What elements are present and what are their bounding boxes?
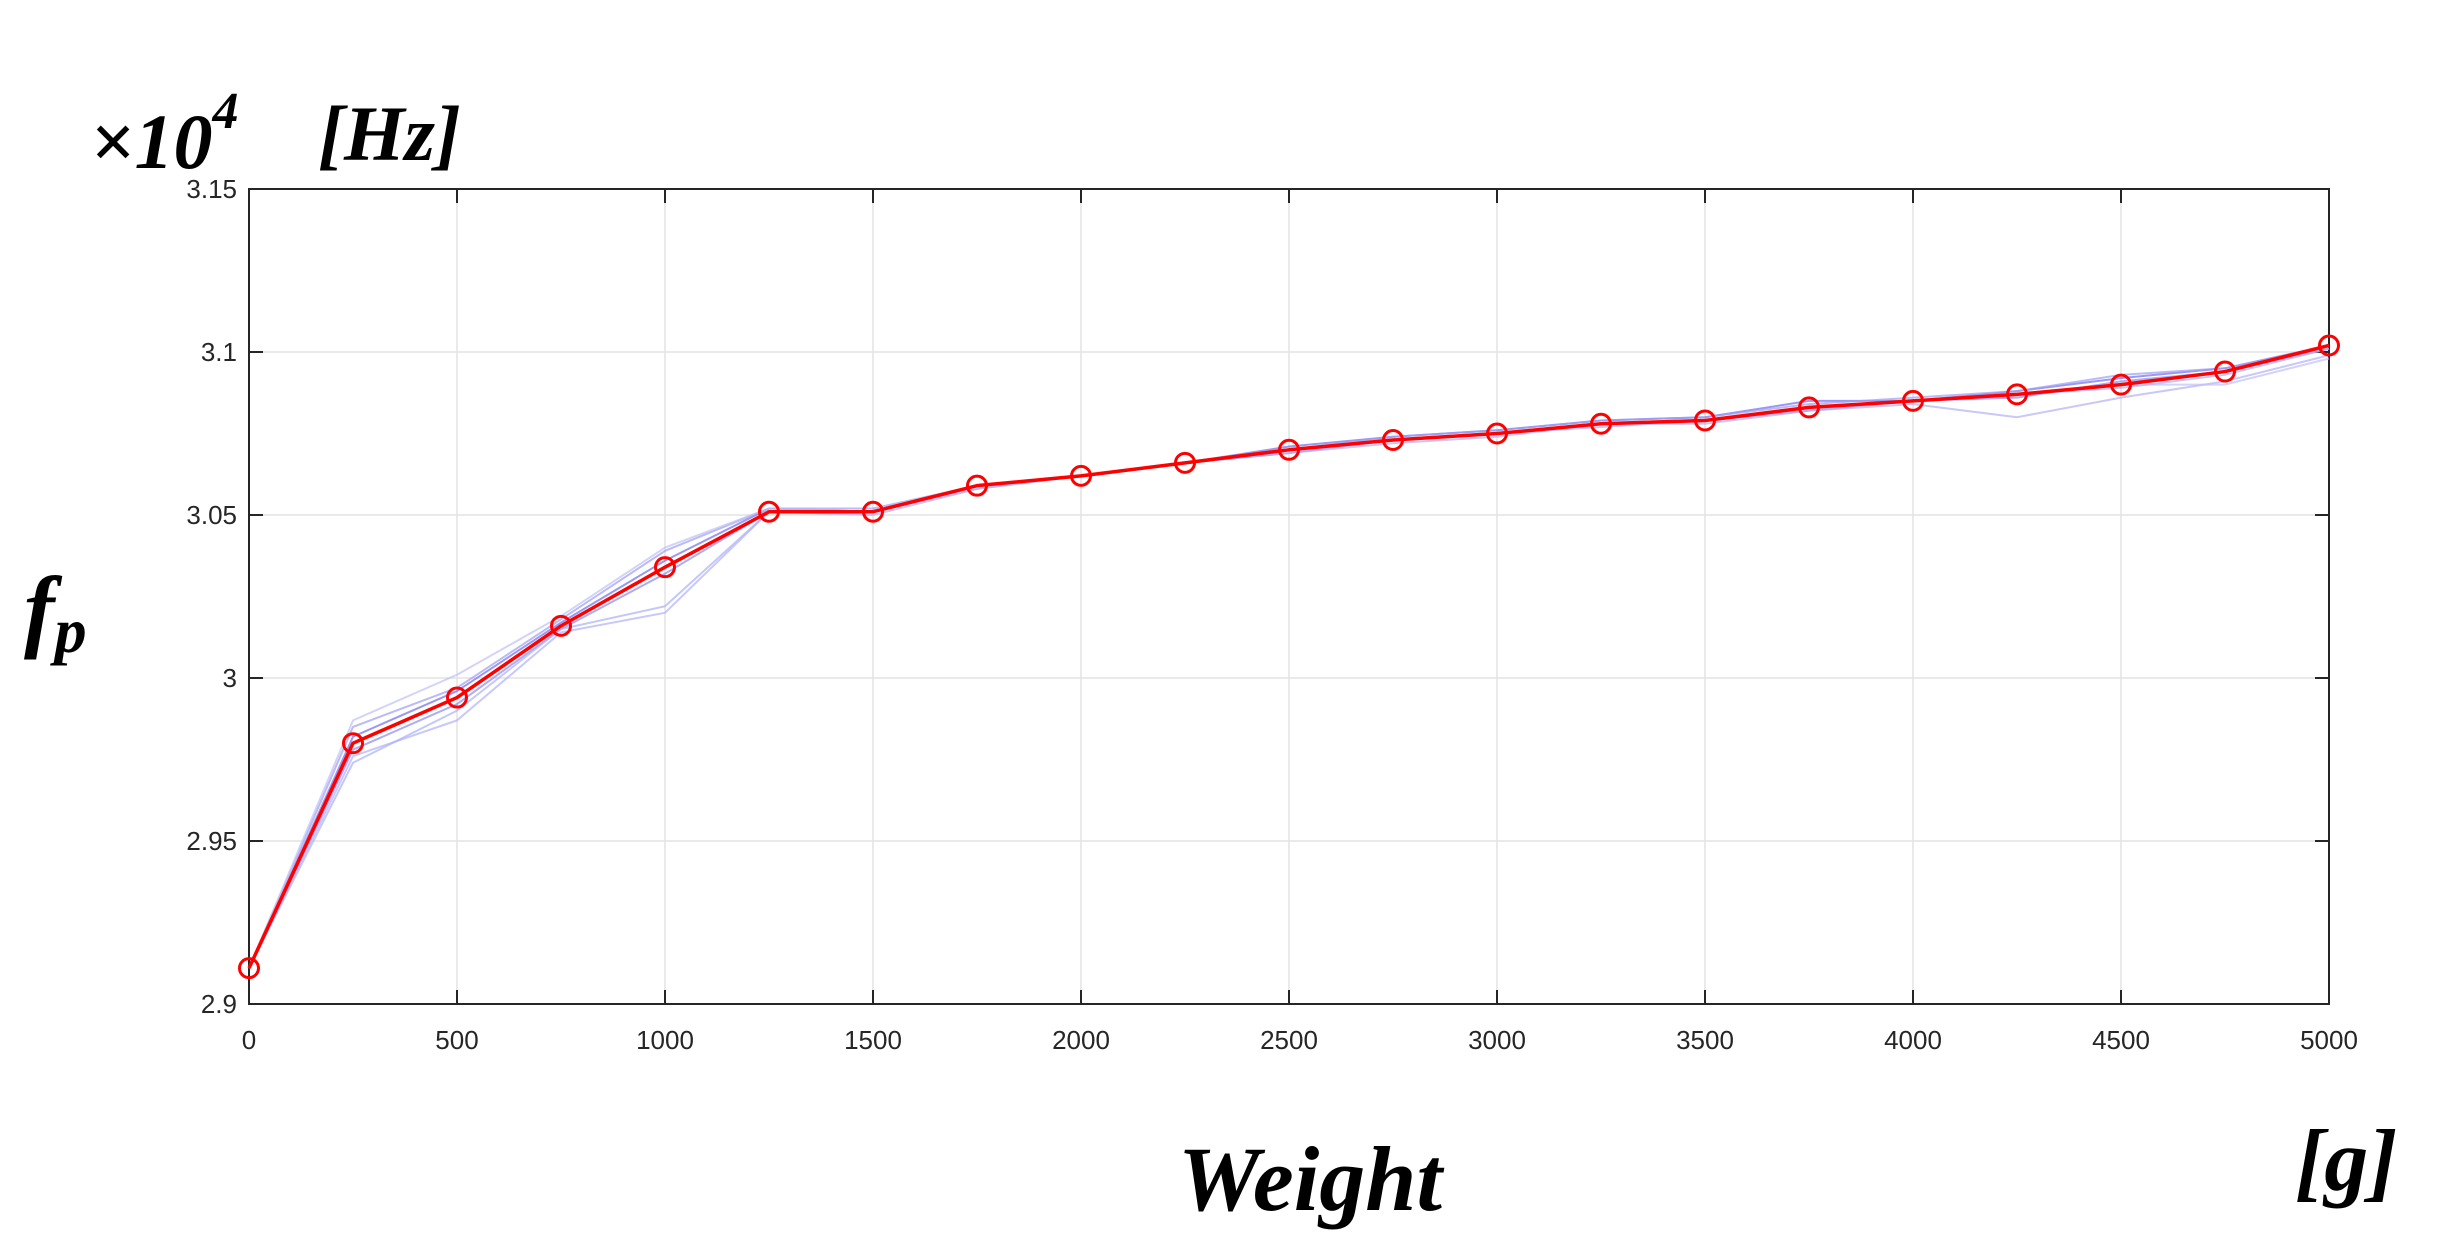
mean-data-point: [1278, 438, 1300, 461]
x-tick-label: 1500: [844, 1025, 902, 1055]
x-axis-label: Weight: [1178, 1128, 1445, 1230]
mean-data-point: [1070, 464, 1092, 487]
mean-series-line: [247, 343, 2330, 969]
mean-data-point: [1694, 409, 1716, 432]
x-unit-label: [g]: [2295, 1113, 2398, 1210]
mean-data-point: [2214, 360, 2236, 383]
x-tick-label: 0: [242, 1025, 256, 1055]
mean-data-point: [2318, 334, 2340, 357]
mean-data-point: [1174, 451, 1196, 474]
y-tick-label: 2.9: [201, 989, 237, 1019]
mean-data-point: [550, 614, 572, 637]
mean-data-point: [2006, 383, 2028, 406]
trial-series-line: [248, 344, 2330, 969]
y-unit-label: [Hz]: [318, 90, 461, 177]
x-tick-label: 3000: [1468, 1025, 1526, 1055]
y-tick-label: 3.05: [186, 500, 237, 530]
mean-data-point: [2110, 373, 2132, 396]
y-multiplier-label: ×104: [90, 83, 238, 185]
y-tick-labels: 2.9 2.95 3 3.05 3.1 3.15: [186, 174, 237, 1019]
x-tick-label: 500: [435, 1025, 478, 1055]
x-tick-label: 3500: [1676, 1025, 1734, 1055]
y-tick-label: 3.1: [201, 337, 237, 367]
mean-data-point: [446, 686, 468, 709]
mean-data-point: [1382, 429, 1404, 452]
mean-data-point: [758, 500, 780, 523]
y-tick-label: 3.15: [186, 174, 237, 204]
mean-data-point: [1590, 412, 1612, 435]
y-multiplier-exponent: 4: [211, 83, 238, 140]
y-tick-label: 2.95: [186, 826, 237, 856]
y-axis-label: fp: [24, 558, 87, 666]
axis-ticks: [248, 188, 2330, 1005]
mean-data-point: [342, 732, 364, 755]
x-tick-labels: 0 500 1000 1500 2000 2500 3000 3500 4000 4500 5000: [242, 1025, 2358, 1055]
mean-series-group: [238, 334, 2340, 980]
mean-data-point: [654, 556, 676, 579]
mean-data-point: [862, 500, 884, 523]
mean-data-point: [1486, 422, 1508, 445]
x-tick-label: 4500: [2092, 1025, 2150, 1055]
x-tick-label: 1000: [636, 1025, 694, 1055]
x-tick-label: 5000: [2300, 1025, 2358, 1055]
mean-data-point: [1902, 389, 1924, 412]
x-tick-label: 4000: [1884, 1025, 1942, 1055]
x-tick-label: 2000: [1052, 1025, 1110, 1055]
x-tick-label: 2500: [1260, 1025, 1318, 1055]
y-axis-label-subscript: p: [50, 595, 87, 666]
y-tick-label: 3: [223, 663, 237, 693]
mean-data-point: [1798, 396, 1820, 419]
mean-data-point: [966, 474, 988, 497]
mean-data-point: [238, 957, 260, 980]
